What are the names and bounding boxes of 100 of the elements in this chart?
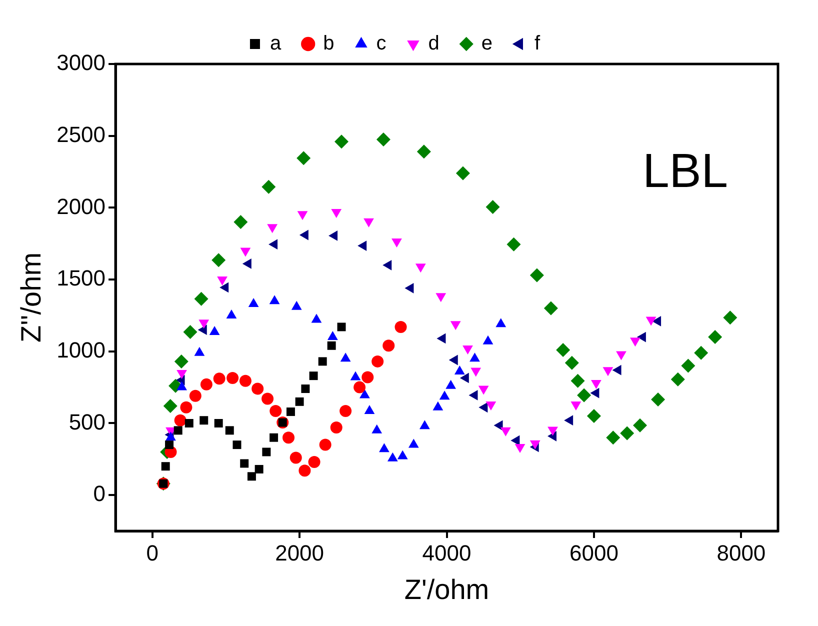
point xyxy=(309,372,318,380)
point xyxy=(670,372,685,386)
point xyxy=(372,355,384,368)
x-axis-title: Z'/ohm xyxy=(404,574,490,605)
point xyxy=(548,430,556,442)
point xyxy=(290,452,302,464)
point xyxy=(436,333,446,344)
point xyxy=(308,456,320,468)
point xyxy=(176,370,187,379)
point xyxy=(681,358,696,373)
point xyxy=(163,398,178,413)
point xyxy=(456,166,470,180)
point xyxy=(262,180,276,194)
point xyxy=(382,260,392,270)
point xyxy=(544,301,558,316)
x-tick-label: 2000 xyxy=(275,540,324,566)
legend-label: a xyxy=(270,32,282,55)
legend-label: e xyxy=(481,32,492,55)
point xyxy=(200,416,208,425)
point xyxy=(636,332,646,342)
point xyxy=(364,218,374,228)
point xyxy=(570,374,585,388)
point xyxy=(514,444,526,453)
point xyxy=(590,380,602,389)
point xyxy=(620,426,634,440)
y-axis-title: Z''/ohm xyxy=(16,252,47,343)
point xyxy=(194,292,208,306)
point xyxy=(416,144,431,159)
legend-label: f xyxy=(534,32,540,55)
point xyxy=(337,322,346,332)
point xyxy=(174,354,188,368)
point xyxy=(270,405,282,418)
legend-label: d xyxy=(428,32,440,55)
x-tick-label: 4000 xyxy=(422,540,472,566)
point xyxy=(286,407,295,416)
point xyxy=(590,388,600,398)
point xyxy=(468,390,478,400)
point xyxy=(362,371,374,384)
point xyxy=(240,248,251,257)
point xyxy=(270,433,278,442)
point xyxy=(506,237,521,252)
point xyxy=(448,354,458,366)
point xyxy=(439,390,450,400)
point xyxy=(200,378,212,390)
y-tick-label: 1500 xyxy=(56,266,106,291)
point xyxy=(454,366,465,374)
point xyxy=(564,415,574,426)
point xyxy=(189,390,202,402)
y-tick-label: 1000 xyxy=(56,337,106,362)
y-tick-label: 2000 xyxy=(56,194,106,219)
point xyxy=(358,240,367,251)
point xyxy=(494,420,503,431)
y-tick-label: 500 xyxy=(68,409,106,434)
point xyxy=(247,472,256,481)
point xyxy=(530,268,544,282)
legend-label: b xyxy=(323,32,334,55)
point xyxy=(564,356,579,370)
point xyxy=(174,414,186,426)
point xyxy=(311,314,322,323)
point xyxy=(652,316,662,326)
point xyxy=(340,352,351,362)
point xyxy=(239,374,252,387)
point xyxy=(268,239,278,250)
point xyxy=(214,418,223,428)
point xyxy=(404,282,414,294)
point xyxy=(330,422,342,434)
point xyxy=(577,388,592,402)
point xyxy=(612,364,622,376)
point xyxy=(586,409,601,424)
point xyxy=(262,392,274,405)
point xyxy=(212,253,226,268)
point xyxy=(340,405,352,418)
point xyxy=(708,330,722,344)
x-tick-label: 0 xyxy=(146,540,158,566)
point xyxy=(482,335,494,344)
point xyxy=(194,346,205,356)
point xyxy=(301,384,310,393)
point xyxy=(382,340,395,352)
y-tick-label: 2500 xyxy=(56,122,106,147)
point xyxy=(460,372,469,384)
point xyxy=(394,320,407,333)
point xyxy=(379,443,390,452)
point xyxy=(327,341,336,350)
point xyxy=(496,318,506,328)
annotation: LBL xyxy=(642,145,728,198)
point xyxy=(408,438,419,448)
point xyxy=(295,397,304,406)
point xyxy=(180,401,192,414)
point xyxy=(632,418,647,432)
point xyxy=(174,426,182,435)
x-tick-label: 6000 xyxy=(570,540,618,566)
point xyxy=(486,200,500,214)
point xyxy=(364,405,375,414)
point xyxy=(242,258,252,269)
point xyxy=(606,430,620,445)
point xyxy=(478,402,488,413)
legend-label: c xyxy=(376,32,386,55)
point xyxy=(556,342,570,357)
point xyxy=(232,440,242,450)
point xyxy=(328,230,338,241)
